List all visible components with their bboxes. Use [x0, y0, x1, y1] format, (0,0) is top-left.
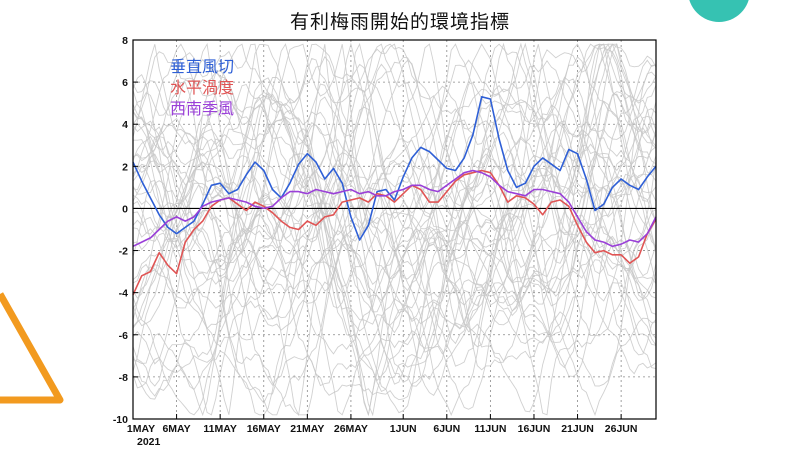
background-ensemble-line: [132, 43, 657, 417]
background-ensemble-line: [132, 42, 657, 337]
y-tick-label: 8: [122, 35, 128, 47]
background-ensemble-line: [132, 43, 657, 355]
y-tick-label: -6: [119, 330, 128, 342]
background-ensemble-line: [132, 82, 657, 415]
background-ensemble-line: [132, 71, 657, 416]
legend-entry-2: 水平渦度: [170, 78, 234, 97]
background-ensemble-line: [132, 43, 657, 416]
x-tick-label: 26MAY: [334, 423, 368, 435]
x-tick-label: 21JUN: [561, 423, 594, 435]
x-tick-label: 21MAY: [290, 423, 324, 435]
y-tick-label: 2: [122, 161, 128, 173]
year-label: 2021: [137, 436, 161, 448]
background-ensemble-line: [132, 43, 657, 243]
background-ensemble-line: [132, 131, 657, 387]
x-tick-label: 11MAY: [203, 423, 236, 435]
chart-title: 有利梅雨開始的環境指標: [289, 11, 510, 33]
y-tick-label: -10: [113, 414, 128, 426]
legend-entry-3: 西南季風: [170, 99, 234, 118]
background-ensemble-line: [132, 43, 657, 346]
background-ensemble-line: [132, 44, 657, 414]
series-line-3: [132, 169, 657, 248]
background-ensemble-line: [132, 42, 657, 416]
x-tick-label: 1JUN: [390, 423, 417, 435]
background-ensemble-line: [132, 135, 657, 417]
y-tick-label: -8: [119, 372, 128, 384]
series-lines: [132, 96, 657, 296]
decorative-teal-circle: [688, 0, 750, 22]
y-tick-label: 0: [122, 203, 128, 215]
background-ensemble-line: [132, 43, 657, 382]
legend-entry-1: 垂直風切: [170, 57, 234, 76]
x-tick-label: 11JUN: [474, 423, 506, 435]
background-ensemble-line: [132, 55, 657, 410]
background-ensemble-line: [132, 43, 657, 416]
background-ensemble-line: [132, 43, 657, 413]
background-ensemble-line: [132, 43, 657, 331]
background-ensemble-line: [132, 93, 657, 372]
background-ensemble-line: [132, 75, 657, 310]
background-ensemble-line: [132, 44, 657, 401]
background-ensemble-line: [132, 43, 657, 264]
x-tick-label: 16JUN: [518, 423, 551, 435]
background-ensemble-line: [132, 43, 657, 348]
y-tick-label: 6: [122, 77, 128, 89]
x-tick-label: 16MAY: [247, 423, 281, 435]
x-tick-label: 6JUN: [433, 423, 460, 435]
y-tick-label: 4: [122, 119, 128, 131]
background-ensemble-line: [132, 43, 657, 393]
series-line-1: [132, 96, 657, 241]
background-ensemble-line: [132, 43, 657, 415]
background-ensemble-line: [132, 63, 657, 284]
y-axis: -10 -8 -6 -4 -2 0 2 4 6 8: [113, 35, 138, 426]
x-tick-label: 6MAY: [162, 423, 190, 435]
background-ensemble-line: [132, 124, 657, 370]
x-tick-label: 26JUN: [605, 423, 638, 435]
background-ensemble-line: [132, 88, 657, 326]
background-ensemble-line: [132, 42, 657, 417]
background-ensemble-line: [132, 84, 657, 312]
background-ensemble-line: [132, 42, 657, 339]
background-ensemble-line: [132, 43, 657, 370]
background-ensemble-line: [132, 43, 657, 289]
background-ensemble-lines: [132, 42, 657, 417]
background-ensemble-line: [132, 179, 657, 362]
decorative-orange-triangle: [0, 292, 64, 404]
x-axis: 1MAY 6MAY 11MAY 16MAY 21MAY 26MAY 1JUN 6JUN 11JU…: [127, 414, 638, 435]
y-tick-label: -4: [119, 288, 128, 300]
y-tick-label: -2: [119, 246, 128, 258]
x-tick-label: 1MAY: [127, 423, 155, 435]
plot-frame: [132, 39, 657, 420]
